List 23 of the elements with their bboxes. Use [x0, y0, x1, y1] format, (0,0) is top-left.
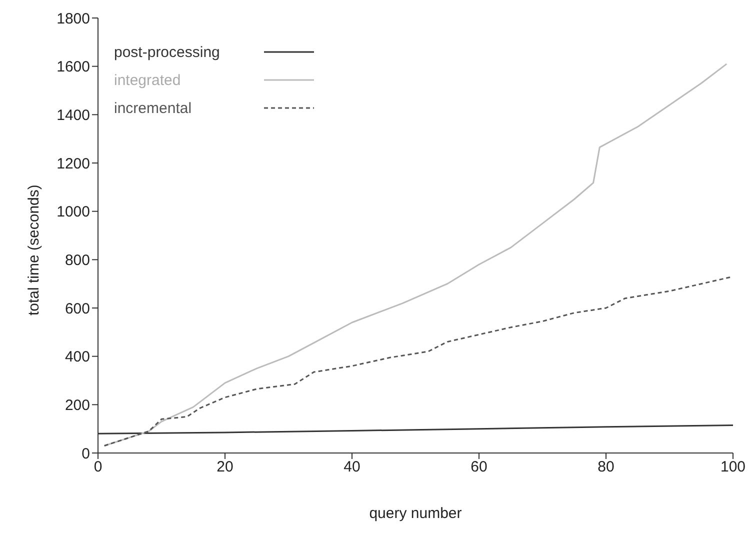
- y-tick-label: 1000: [56, 204, 90, 221]
- y-tick-label: 1400: [56, 106, 90, 124]
- text: incremental: [114, 100, 193, 116]
- y-tick-label: 400: [64, 348, 90, 366]
- y-tick-label: 200: [64, 396, 90, 414]
- y-tick-label: 1200: [56, 155, 90, 172]
- y-tick-label: 0: [82, 445, 90, 462]
- y-tick-label: 1800: [56, 10, 90, 28]
- x-tick-label: 60: [470, 458, 488, 476]
- y-tick-label: 600: [64, 300, 90, 318]
- x-axis-title: query number: [369, 505, 462, 522]
- x-tick-label: 20: [216, 458, 234, 476]
- line-series: [104, 63, 728, 446]
- text: post-processing: [114, 44, 221, 60]
- x-tick-label: 40: [344, 458, 360, 476]
- text: integrated: [114, 72, 182, 88]
- x-tick-label: 100: [720, 458, 746, 476]
- x-tick-label: 80: [598, 458, 614, 476]
- line-series: [104, 276, 733, 446]
- y-axis-title: total time (seconds): [25, 184, 42, 316]
- x-tick-label: 0: [94, 458, 102, 476]
- y-tick-label: 1600: [56, 58, 90, 76]
- y-tick-label: 800: [64, 252, 90, 269]
